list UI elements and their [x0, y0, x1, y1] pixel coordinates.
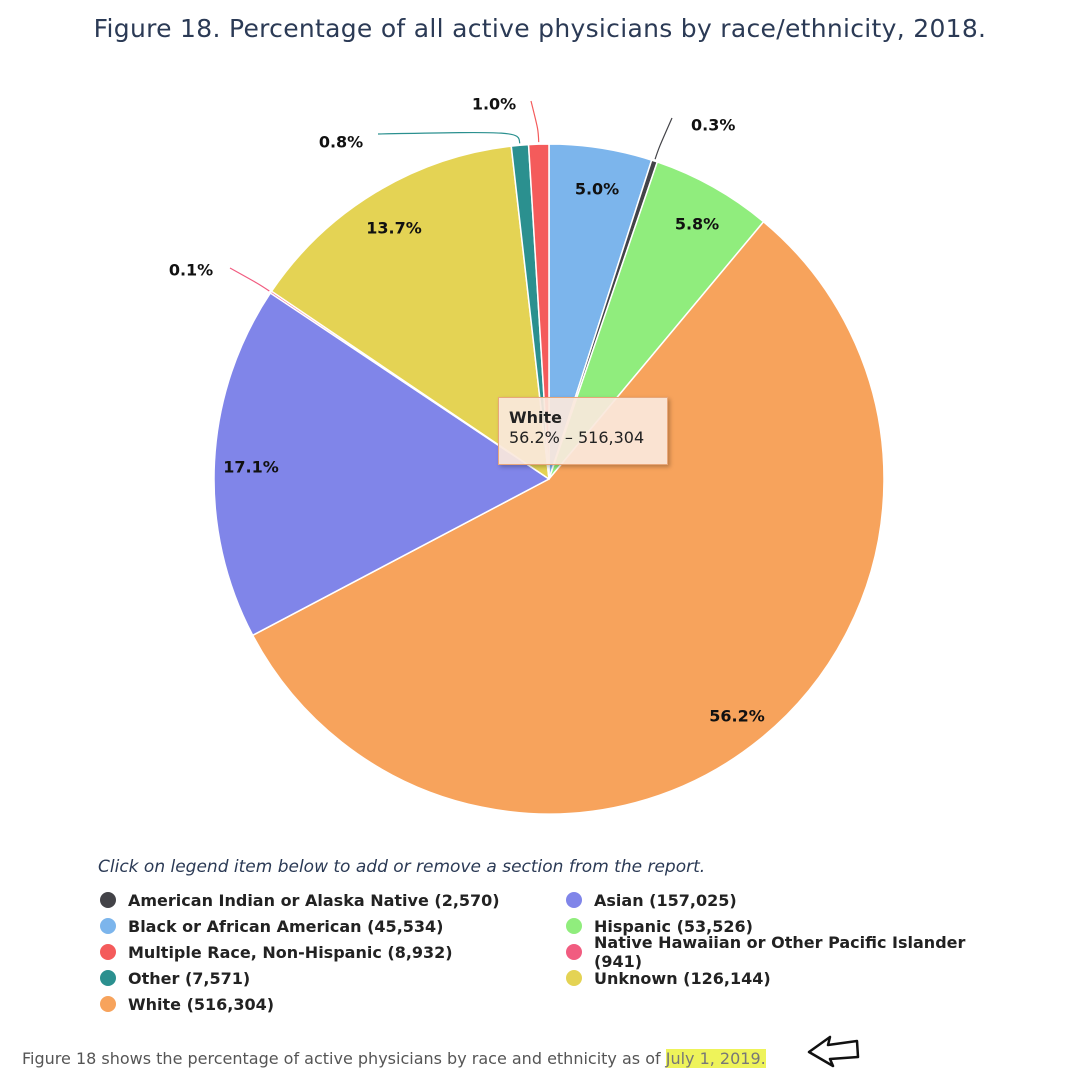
leader-line-multiple-race-non-hispanic	[530, 100, 540, 143]
legend-item-black-or-african-american[interactable]: Black or African American (45,534)	[100, 915, 566, 937]
tooltip-series-name: White	[509, 408, 563, 427]
arrow-left-outline-icon	[807, 1035, 860, 1068]
legend-dot-icon	[566, 918, 582, 934]
legend-dot-icon	[100, 944, 116, 960]
legend-dot-icon	[566, 970, 582, 986]
pie-slice-white[interactable]	[251, 220, 885, 815]
data-label-white: 56.2%	[709, 707, 765, 726]
data-label-black-or-african-american: 5.0%	[575, 180, 619, 199]
legend-hint: Click on legend item below to add or rem…	[98, 857, 706, 877]
data-label-asian: 17.1%	[223, 458, 279, 477]
legend-item-unknown[interactable]: Unknown (126,144)	[566, 967, 1006, 989]
tooltip-value: 56.2% – 516,304	[509, 428, 645, 447]
legend-item-native-hawaiian-or-other-pacific-islander[interactable]: Native Hawaiian or Other Pacific Islande…	[566, 933, 1006, 971]
data-label-hispanic: 5.8%	[675, 215, 719, 234]
figure-caption: Figure 18 shows the percentage of active…	[22, 1049, 766, 1068]
legend-item-multiple-race-non-hispanic[interactable]: Multiple Race, Non-Hispanic (8,932)	[100, 941, 566, 963]
legend-dot-icon	[100, 892, 116, 908]
pie-slice-unknown[interactable]	[270, 145, 550, 480]
caption-text: Figure 18 shows the percentage of active…	[22, 1049, 666, 1068]
legend-dot-icon	[100, 970, 116, 986]
legend-item-label: Other (7,571)	[128, 968, 251, 988]
data-label-unknown: 13.7%	[366, 219, 422, 238]
data-label-american-indian-or-alaska-native: 0.3%	[691, 116, 735, 135]
pie-slice-multiple-race-non-hispanic[interactable]	[527, 143, 550, 480]
legend-item-label: Black or African American (45,534)	[128, 916, 444, 936]
legend-dot-icon	[100, 996, 116, 1012]
legend-item-label: White (516,304)	[128, 994, 275, 1014]
caption-highlighted-date: July 1, 2019.	[665, 1049, 766, 1068]
legend-item-other[interactable]: Other (7,571)	[100, 967, 566, 989]
legend-item-label: Hispanic (53,526)	[594, 916, 753, 936]
chart-title: Figure 18. Percentage of all active phys…	[93, 14, 987, 43]
legend-item-american-indian-or-alaska-native[interactable]: American Indian or Alaska Native (2,570)	[100, 889, 566, 911]
pie-chart[interactable]: 5.0% 0.3% 5.8% 56.2% 17.1% 0.1% 13.7% 0.8% 1.0%	[0, 0, 1080, 850]
leader-line-other	[377, 131, 521, 144]
legend: American Indian or Alaska Native (2,570)…	[100, 889, 1020, 1015]
leader-line-native-hawaiian-or-other-pacific-islander	[229, 267, 270, 292]
chart-tooltip: White 56.2% – 516,304	[498, 397, 668, 465]
legend-item-label: Asian (157,025)	[594, 890, 737, 910]
legend-item-label: Multiple Race, Non-Hispanic (8,932)	[128, 942, 453, 962]
data-label-native-hawaiian-or-other-pacific-islander: 0.1%	[169, 261, 213, 280]
legend-item-white[interactable]: White (516,304)	[100, 993, 566, 1015]
legend-dot-icon	[566, 892, 582, 908]
legend-item-label: Native Hawaiian or Other Pacific Islande…	[594, 933, 966, 971]
leader-line-american-indian-or-alaska-native	[654, 117, 673, 160]
legend-item-hispanic[interactable]: Hispanic (53,526)	[566, 915, 1006, 937]
data-label-other: 0.8%	[319, 133, 363, 152]
legend-item-asian[interactable]: Asian (157,025)	[566, 889, 1006, 911]
legend-item-label: American Indian or Alaska Native (2,570)	[128, 890, 500, 910]
legend-dot-icon	[566, 944, 582, 960]
legend-item-label: Unknown (126,144)	[594, 968, 771, 988]
data-label-multiple-race-non-hispanic: 1.0%	[472, 95, 516, 114]
pie-slice-asian[interactable]	[213, 292, 550, 637]
legend-dot-icon	[100, 918, 116, 934]
